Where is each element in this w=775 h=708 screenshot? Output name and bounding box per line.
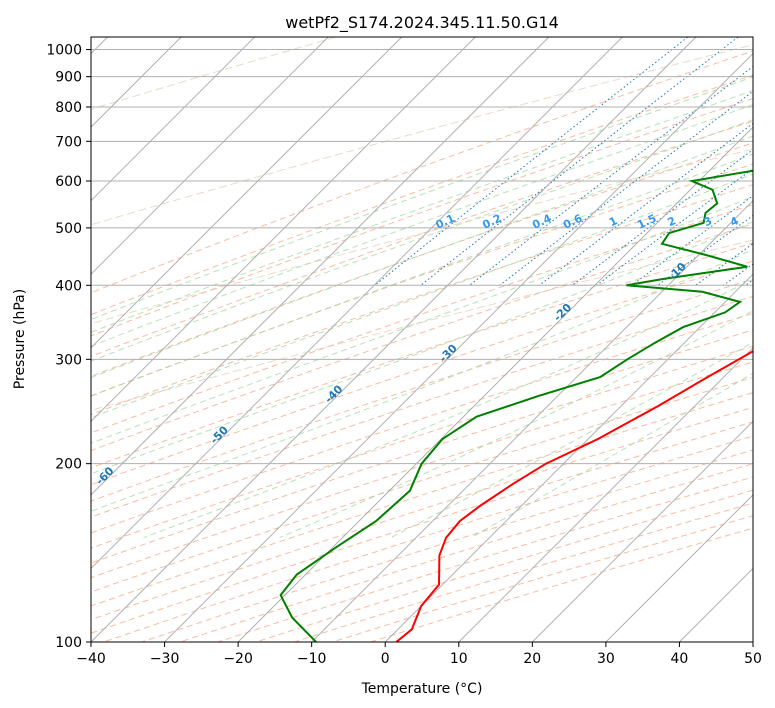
- isotherm-line: [91, 37, 256, 202]
- isotherm-line: [237, 126, 753, 642]
- y-axis-label: Pressure (hPa): [12, 289, 28, 389]
- x-tick-label: −30: [150, 651, 180, 667]
- x-tick-label: −10: [297, 651, 327, 667]
- isotherm-line: [91, 37, 697, 642]
- x-tick-label: −40: [76, 651, 106, 667]
- y-tick-label: 700: [55, 134, 82, 150]
- grid-lines: [91, 37, 753, 642]
- isotherm-line: [91, 37, 403, 349]
- moist-adiabat: [91, 89, 753, 333]
- moist-adiabat: [91, 249, 753, 512]
- dry-adiabat: [256, 489, 753, 642]
- outer-curve: [91, 239, 753, 411]
- profile-series: [279, 169, 753, 642]
- dry-adiabat: [91, 97, 753, 337]
- y-tick-label: 400: [55, 278, 82, 294]
- isotherm-line: [384, 273, 753, 642]
- isotherm-line: [458, 347, 753, 642]
- y-tick-label: 300: [55, 352, 82, 368]
- x-axis-label: Temperature (°C): [361, 681, 483, 697]
- x-tick-label: 10: [450, 651, 468, 667]
- temperature-profile-line: [395, 350, 753, 642]
- dry-adiabat: [91, 50, 753, 294]
- x-tick-label: 0: [381, 651, 390, 667]
- moist-adiabat: [279, 310, 753, 539]
- dry-adiabat: [103, 435, 753, 642]
- moist-adiabat: [91, 153, 753, 397]
- mixing-ratio-line: [374, 37, 689, 286]
- isotherm-line: [91, 37, 550, 496]
- y-tick-label: 200: [55, 457, 82, 473]
- dry-adiabat: [91, 329, 753, 549]
- moist-adiabat: [91, 173, 753, 419]
- moist-adiabat: [91, 104, 753, 347]
- moist-adiabat: [91, 119, 753, 362]
- x-tick-label: 40: [670, 651, 688, 667]
- y-tick-label: 900: [55, 70, 82, 86]
- mixing-ratio-line: [499, 90, 753, 286]
- plot-frame: [90, 36, 754, 643]
- y-tick-label: 1000: [46, 43, 82, 59]
- dry-adiabat: [179, 463, 753, 642]
- x-tick-label: 20: [523, 651, 541, 667]
- y-tick-label: 500: [55, 221, 82, 237]
- moist-adiabat: [91, 135, 753, 379]
- isotherm-line: [91, 37, 623, 570]
- dry-adiabat: [91, 421, 753, 634]
- x-tick-label: 30: [597, 651, 615, 667]
- mixing-ratio-line: [572, 148, 753, 286]
- isotherm-line: [164, 52, 753, 642]
- moist-adiabat: [390, 341, 753, 539]
- isotherm-line: [531, 420, 753, 642]
- chart-title: wetPf2_S174.2024.345.11.50.G14: [285, 13, 559, 33]
- mixing-ratio-line: [469, 65, 753, 286]
- x-tick-label: 50: [744, 651, 762, 667]
- axis-ticks: −40 −30 −20 −10 0 10 20 30 40 50 1000 900 800 700 600 5…: [46, 43, 762, 667]
- moist-adiabat: [91, 196, 753, 444]
- x-tick-label: −20: [223, 651, 253, 667]
- y-tick-label: 800: [55, 100, 82, 116]
- dry-adiabat: [141, 449, 753, 642]
- outer-curve: [91, 44, 753, 226]
- isotherm-line: [91, 37, 476, 423]
- isotherm-line: [91, 37, 329, 275]
- dewpoint-profile-line: [279, 169, 753, 642]
- dry-adiabat: [217, 476, 753, 642]
- y-tick-label: 100: [55, 635, 82, 651]
- isotherm-line: [605, 494, 753, 642]
- mixing-ratio-line: [631, 195, 753, 286]
- y-tick-label: 600: [55, 174, 82, 190]
- background-lines: [91, 37, 753, 642]
- isotherm-line: [311, 199, 753, 642]
